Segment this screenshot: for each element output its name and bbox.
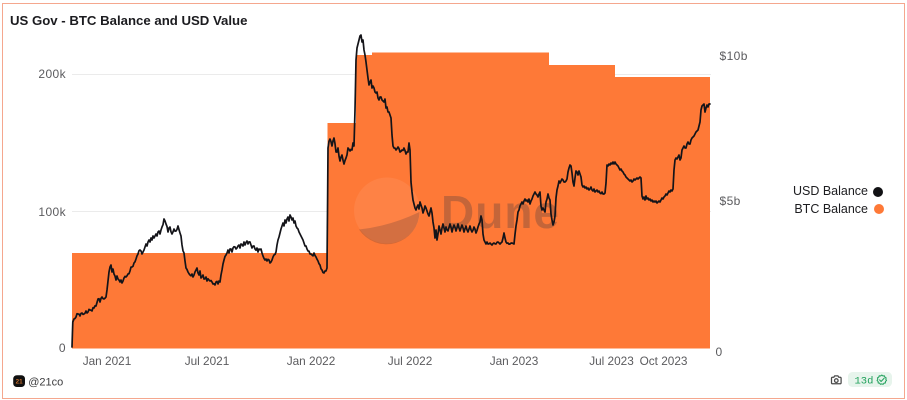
svg-text:@21co: @21co [28, 376, 63, 388]
svg-text:13d: 13d [855, 376, 874, 388]
svg-text:21: 21 [16, 379, 24, 386]
